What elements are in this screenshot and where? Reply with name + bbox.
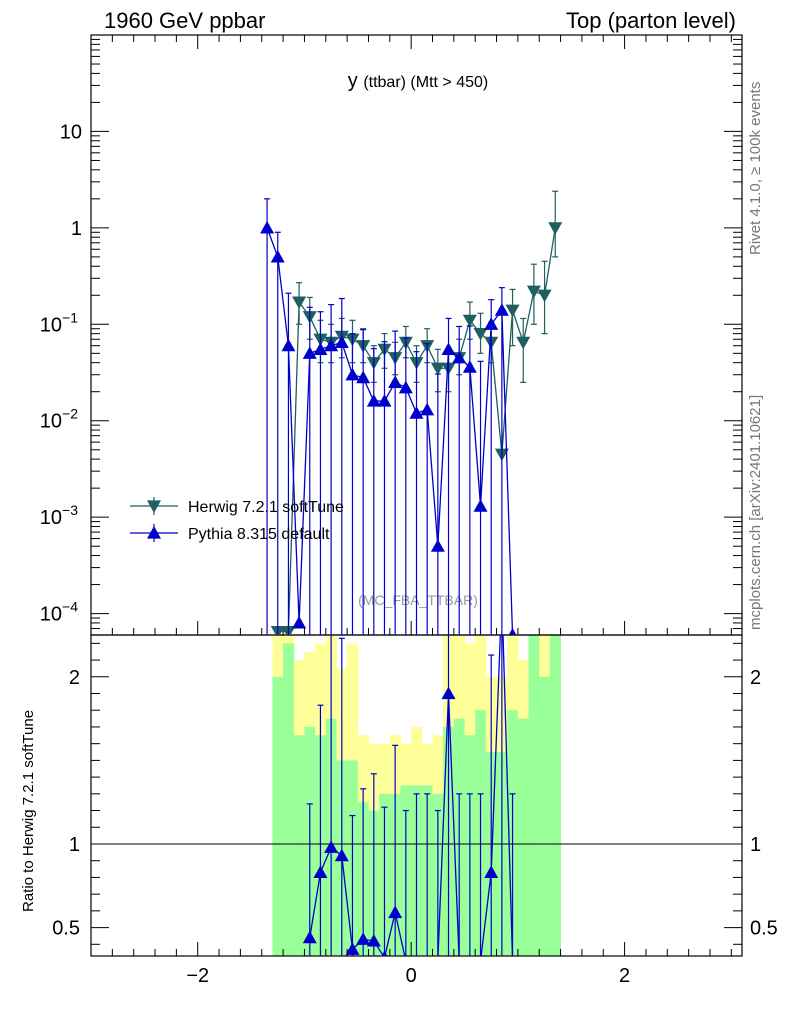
- pythia-ratio-line: [309, 635, 514, 956]
- ratio-ylabel: Ratio to Herwig 7.2.1 softTune: [20, 709, 37, 912]
- pythia-ratio-point: [356, 932, 371, 945]
- legend-marker: [147, 500, 161, 513]
- ratio-band-inner: [517, 718, 530, 956]
- x-tick-label: 2: [619, 965, 630, 987]
- ratio-series: [302, 635, 516, 956]
- chart-title: y (ttbar) (Mtt > 450): [348, 70, 488, 92]
- legend-marker: [147, 526, 161, 539]
- y-tick-label: 1: [71, 218, 82, 240]
- herwig-point: [292, 296, 307, 310]
- legend-label: Herwig 7.2.1 softTune: [188, 499, 344, 516]
- x-tick-label: 0: [406, 965, 417, 987]
- herwig-point: [526, 285, 541, 299]
- pythia-point: [260, 220, 275, 234]
- pythia-point: [292, 615, 307, 629]
- pythia-point: [452, 350, 467, 364]
- header-right: Top (parton level): [566, 8, 736, 33]
- pythia-ratio-point: [468, 954, 471, 956]
- pythia-point: [420, 402, 435, 416]
- pythia-ratio-point: [366, 933, 381, 947]
- header-left: 1960 GeV ppbar: [104, 8, 266, 33]
- main-series: [260, 190, 563, 635]
- herwig-point: [516, 336, 531, 350]
- ratio-band-inner: [539, 676, 551, 956]
- ratio-y-tick-label: 0.5: [52, 918, 80, 940]
- pythia-point: [345, 367, 360, 381]
- ratio-y-tick-label-right: 2: [750, 667, 761, 689]
- pythia-point: [398, 380, 413, 394]
- pythia-ratio-point: [381, 950, 388, 956]
- ratio-y-tick-label-right: 0.5: [750, 918, 778, 940]
- pythia-point: [270, 249, 285, 263]
- pythia-ratio-point: [302, 930, 317, 944]
- y-tick-label: 10−1: [40, 309, 78, 336]
- mcplots-label: mcplots.cern.ch [arXiv:2401.10621]: [747, 394, 764, 630]
- herwig-point: [462, 314, 477, 328]
- pythia-ratio-point: [404, 954, 407, 956]
- pythia-point: [409, 406, 424, 419]
- pythia-point: [366, 394, 381, 407]
- y-tick-label: 10: [60, 121, 82, 143]
- pythia-point: [281, 338, 296, 352]
- herwig-point: [548, 222, 563, 235]
- pythia-ratio-point: [345, 942, 360, 955]
- pythia-point: [377, 394, 392, 407]
- pythia-ratio-point: [436, 954, 439, 956]
- ratio-y-tick-label-right: 1: [750, 834, 761, 856]
- pythia-ratio-point: [426, 954, 429, 956]
- pythia-point: [473, 499, 488, 512]
- pythia-point: [313, 342, 328, 355]
- pythia-point: [334, 335, 349, 348]
- watermark: (MC_FBA_TTBAR): [358, 592, 478, 608]
- pythia-point: [484, 317, 499, 330]
- herwig-point: [505, 304, 520, 318]
- pythia-point: [508, 628, 517, 635]
- pythia-ratio-point: [324, 840, 339, 853]
- pythia-point: [388, 375, 403, 388]
- pythia-ratio-point: [484, 865, 499, 879]
- pythia-ratio-point: [334, 848, 349, 862]
- ratio-band-inner: [549, 635, 562, 956]
- pythia-point: [494, 303, 509, 316]
- pythia-point: [462, 360, 477, 373]
- rivet-label: Rivet 4.1.0, ≥ 100k events: [747, 81, 764, 255]
- legend-label: Pythia 8.315 default: [188, 526, 330, 543]
- ratio-y-tick-label: 1: [69, 834, 80, 856]
- pythia-point: [302, 346, 317, 359]
- y-tick-label: 10−4: [40, 599, 78, 626]
- y-tick-label: 10−3: [40, 502, 78, 529]
- pythia-ratio-point: [458, 954, 461, 956]
- pythia-ratio-point: [511, 954, 514, 956]
- pythia-ratio-point: [479, 954, 482, 956]
- pythia-ratio-point: [313, 865, 328, 879]
- herwig-point: [473, 328, 488, 341]
- pythia-ratio-point: [441, 686, 456, 700]
- ratio-band-inner: [293, 735, 305, 956]
- pythia-ratio-point: [415, 954, 418, 956]
- pythia-ratio-point: [388, 905, 403, 919]
- pythia-point: [356, 370, 371, 384]
- ratio-band-inner: [283, 643, 295, 956]
- pythia-point: [441, 342, 456, 355]
- y-tick-label: 10−2: [40, 406, 78, 433]
- ratio-band-inner: [528, 635, 540, 956]
- x-tick-label: −2: [186, 965, 209, 987]
- pythia-point: [430, 539, 445, 552]
- herwig-point: [537, 289, 552, 303]
- herwig-point: [430, 362, 445, 376]
- ratio-band-inner: [272, 676, 284, 956]
- pythia-point: [324, 338, 339, 352]
- pythia-line: [266, 227, 514, 635]
- ratio-y-tick-label: 2: [69, 667, 80, 689]
